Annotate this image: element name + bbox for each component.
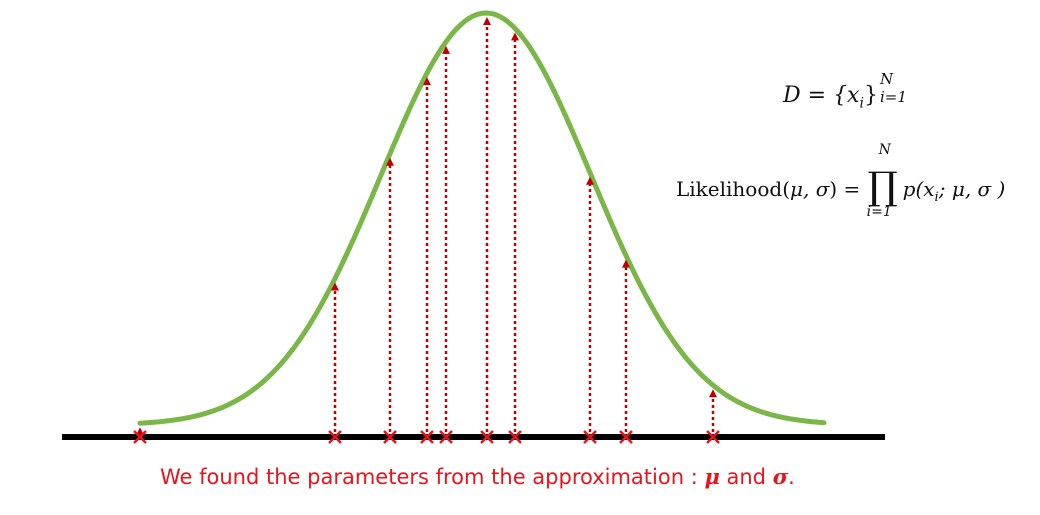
product-upper: N [878, 142, 891, 158]
sample-arrow-head [423, 77, 431, 86]
likelihood-params: μ, σ [790, 177, 830, 201]
dataset-set: {x [833, 83, 860, 108]
sample-arrow-head [709, 389, 717, 398]
sample-arrows [136, 17, 717, 436]
caption-mu: μ [704, 464, 720, 489]
sample-arrow-head [622, 259, 630, 268]
caption-text: We found the parameters from the approxi… [160, 465, 705, 489]
sample-arrow-head [511, 32, 519, 41]
dataset-close: } [863, 83, 878, 108]
sample-mark [420, 430, 434, 444]
sample-mark [383, 430, 397, 444]
sample-marks [133, 430, 720, 444]
gaussian-curve [137, 10, 827, 426]
sample-mark [439, 430, 453, 444]
sample-mark [480, 430, 494, 444]
sample-arrow-head [586, 176, 594, 185]
likelihood-term-rest: ; μ, σ ) [938, 177, 1006, 201]
sample-mark [583, 430, 597, 444]
sample-arrow-head [442, 45, 450, 54]
sample-arrow-head [386, 157, 394, 166]
sample-arrow-head [136, 427, 144, 436]
sample-arrow-head [483, 17, 491, 26]
likelihood-term-sub: i [934, 190, 939, 205]
dataset-eq: = [800, 83, 834, 108]
likelihood-label: Likelihood( [676, 177, 790, 201]
caption-sigma: σ [772, 464, 789, 489]
caption-and: and [719, 465, 773, 489]
dataset-sup: N [879, 70, 894, 88]
sample-mark [508, 430, 522, 444]
sample-mark [706, 430, 720, 444]
caption-period: . [788, 465, 795, 489]
dataset-lhs: D [783, 83, 801, 108]
likelihood-term: p(x [902, 177, 935, 201]
dataset-sub: i=1 [879, 88, 907, 106]
product-symbol: ∏ [867, 164, 898, 208]
sample-mark [133, 430, 147, 444]
sample-mark [619, 430, 633, 444]
likelihood-close: ) = [829, 177, 867, 201]
caption: We found the parameters from the approxi… [160, 464, 795, 489]
product-lower: i=1 [866, 204, 892, 220]
sample-arrow-head [331, 282, 339, 291]
sample-mark [328, 430, 342, 444]
dataset-sub-i: i [859, 95, 864, 112]
